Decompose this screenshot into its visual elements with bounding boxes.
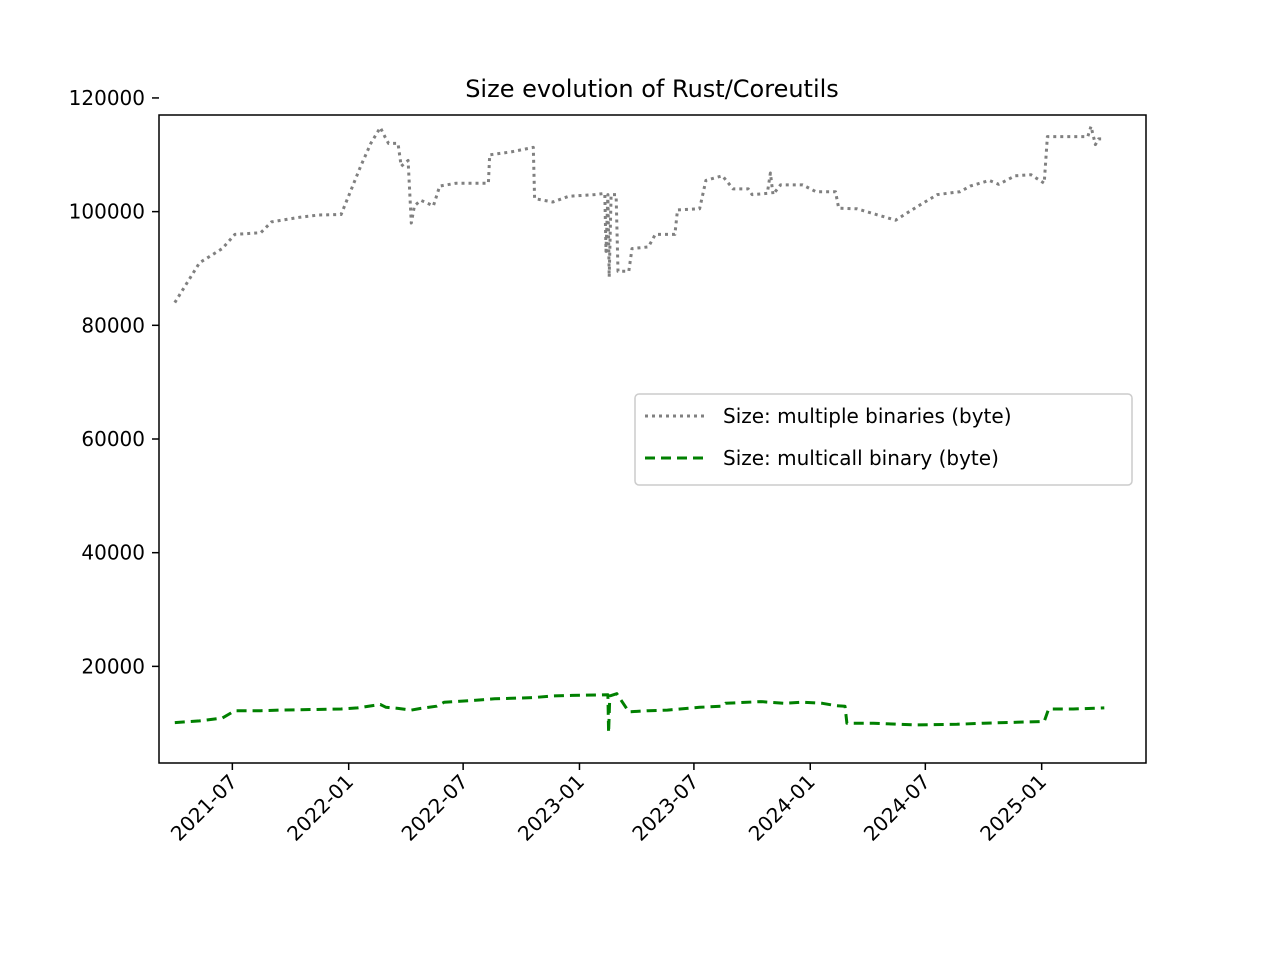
legend-box	[634, 393, 1133, 486]
y-tick-label-5: 120000	[69, 86, 145, 110]
y-tick-label-1: 40000	[81, 541, 145, 565]
series-line-0	[173, 124, 1105, 304]
legend-label-0: Size: multiple binaries (byte)	[723, 404, 1012, 428]
plot-frame	[158, 114, 1147, 764]
y-axis: 20000 40000 60000 80000 100000 120000	[69, 86, 159, 678]
series-line-1	[174, 692, 1105, 735]
chart-title: Size evolution of Rust/Coreutils	[465, 75, 839, 103]
series-layer	[173, 124, 1105, 735]
y-tick-label-2: 60000	[81, 427, 145, 451]
y-tick-label-3: 80000	[81, 313, 145, 337]
legend-label-1: Size: multicall binary (byte)	[723, 446, 999, 470]
y-tick-label-4: 100000	[69, 200, 145, 224]
legend: Size: multiple binaries (byte) Size: mult…	[634, 393, 1133, 486]
y-tick-label-0: 20000	[81, 654, 145, 678]
